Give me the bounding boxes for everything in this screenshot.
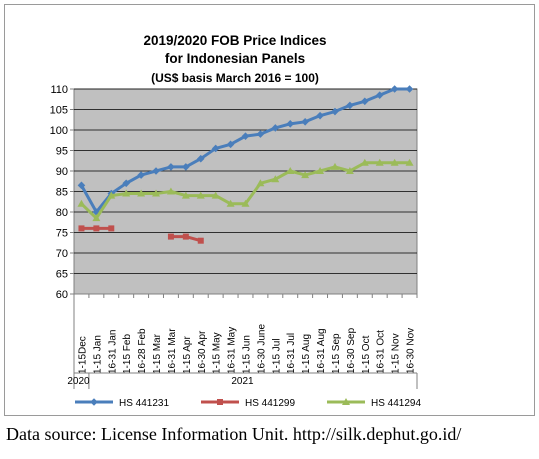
x-tick-label: 16-31 May bbox=[227, 327, 238, 374]
year-label: 2020 bbox=[67, 376, 90, 387]
data-point-hs-441294 bbox=[360, 158, 369, 166]
data-point-hs-441231 bbox=[346, 101, 354, 110]
y-tick-label: 60 bbox=[56, 289, 68, 301]
data-point-hs-441231 bbox=[226, 140, 235, 149]
x-tick-label: 16-31 Jul bbox=[286, 333, 297, 374]
data-point-hs-441299 bbox=[182, 233, 189, 240]
data-point-hs-441299 bbox=[93, 225, 100, 232]
x-tick-label: 1-15 Sep bbox=[331, 333, 342, 374]
data-point-hs-441231 bbox=[286, 120, 295, 128]
data-point-hs-441294 bbox=[390, 158, 399, 166]
data-point-hs-441294 bbox=[256, 179, 265, 187]
data-point-hs-441294 bbox=[345, 167, 354, 174]
data-point-hs-441231 bbox=[152, 167, 160, 175]
y-tick-label: 105 bbox=[50, 105, 68, 117]
data-point-hs-441231 bbox=[301, 118, 309, 126]
x-tick-label: 1-15 Jul bbox=[271, 338, 282, 374]
data-point-hs-441294 bbox=[286, 167, 295, 174]
data-point-hs-441231 bbox=[196, 154, 205, 163]
x-tick-label: 1-15 Apr bbox=[182, 336, 193, 374]
data-point-hs-441294 bbox=[211, 191, 220, 199]
data-point-hs-441294 bbox=[196, 191, 205, 199]
data-point-hs-441294 bbox=[241, 199, 250, 207]
x-tick-label: 16-31 Aug bbox=[316, 328, 327, 374]
chart-basis-note: (US$ basis March 2016 = 100) bbox=[151, 71, 319, 85]
data-point-hs-441294 bbox=[152, 189, 161, 197]
x-tick-label: 16-31 Jan bbox=[107, 330, 118, 374]
data-point-hs-441294 bbox=[301, 171, 310, 179]
data-source-note: Data source: License Information Unit. h… bbox=[6, 424, 462, 444]
data-point-hs-441294 bbox=[226, 199, 235, 207]
x-tick-label: 16-28 Feb bbox=[137, 328, 148, 374]
legend-label-hs-441294: HS 441294 bbox=[371, 398, 421, 409]
data-point-hs-441294 bbox=[405, 158, 414, 166]
data-point-hs-441294 bbox=[166, 187, 175, 195]
x-tick-label: 1-15 Jun bbox=[242, 335, 253, 374]
data-point-hs-441231 bbox=[122, 179, 130, 188]
y-tick-label: 65 bbox=[56, 269, 68, 281]
data-point-hs-441299 bbox=[197, 237, 204, 244]
y-tick-label: 95 bbox=[56, 146, 68, 158]
x-tick-label: 1-15Dec bbox=[77, 336, 88, 374]
x-tick-label: 16-31 Mar bbox=[167, 328, 178, 374]
legend-marker-hs-441231 bbox=[90, 398, 98, 406]
x-tick-label: 16-30 Sep bbox=[346, 327, 357, 374]
data-point-hs-441231 bbox=[182, 163, 190, 171]
x-tick-label: 16-31 Oct bbox=[376, 330, 387, 374]
data-point-hs-441231 bbox=[137, 171, 145, 179]
legend-label-hs-441299: HS 441299 bbox=[245, 398, 295, 409]
data-point-hs-441294 bbox=[122, 189, 131, 197]
data-point-hs-441231 bbox=[167, 163, 175, 171]
y-tick-label: 85 bbox=[56, 187, 68, 199]
data-point-hs-441294 bbox=[316, 167, 325, 174]
data-point-hs-441231 bbox=[211, 144, 220, 153]
data-point-hs-441231 bbox=[390, 85, 399, 93]
x-tick-label: 16-30 Apr bbox=[197, 330, 208, 374]
legend-marker-hs-441299 bbox=[217, 399, 223, 405]
data-point-hs-441231 bbox=[316, 111, 324, 120]
y-tick-label: 100 bbox=[50, 125, 68, 137]
y-tick-label: 75 bbox=[56, 228, 68, 240]
chart-frame: 2019/2020 FOB Price Indices for Indonesi… bbox=[4, 4, 535, 416]
data-point-hs-441294 bbox=[77, 199, 86, 207]
x-tick-label: 1-15 Oct bbox=[361, 335, 372, 374]
x-tick-label: 1-15 Aug bbox=[301, 334, 312, 374]
x-tick-label: 1-15 Nov bbox=[391, 333, 402, 374]
data-point-hs-441294 bbox=[181, 191, 190, 199]
data-point-hs-441231 bbox=[331, 107, 339, 116]
x-tick-label: 1-15 Jan bbox=[92, 335, 103, 374]
data-point-hs-441231 bbox=[375, 91, 384, 99]
chart-svg: 2019/2020 FOB Price Indices for Indonesi… bbox=[50, 33, 422, 409]
data-point-hs-441294 bbox=[330, 162, 339, 170]
x-tick-label: 16-30 Nov bbox=[406, 328, 417, 374]
data-point-hs-441294 bbox=[107, 191, 116, 199]
y-tick-label: 80 bbox=[56, 207, 68, 219]
y-tick-label: 70 bbox=[56, 248, 68, 260]
data-point-hs-441231 bbox=[77, 181, 86, 190]
data-point-hs-441294 bbox=[271, 175, 280, 183]
x-tick-label: 16-30 June bbox=[256, 324, 267, 374]
data-point-hs-441231 bbox=[405, 85, 414, 93]
plot-layer: 60 65 70 75 80 85 90 95 100 105 110 1-15Dec 1-15 Jan… bbox=[50, 84, 422, 409]
legend-marker-hs-441294 bbox=[342, 398, 350, 405]
data-point-hs-441231 bbox=[361, 97, 369, 106]
data-point-hs-441299 bbox=[78, 225, 85, 232]
chart-subtitle: for Indonesian Panels bbox=[165, 51, 305, 66]
x-tick-label: 1-15 Mar bbox=[152, 333, 163, 374]
data-point-hs-441299 bbox=[167, 233, 174, 240]
legend-label-hs-441231: HS 441231 bbox=[119, 398, 169, 409]
data-point-hs-441294 bbox=[92, 214, 101, 222]
data-point-hs-441299 bbox=[108, 225, 115, 232]
x-tick-label: 1-15 Feb bbox=[122, 334, 133, 374]
data-point-hs-441231 bbox=[256, 130, 265, 138]
y-tick-label: 110 bbox=[50, 84, 68, 96]
year-label: 2021 bbox=[231, 376, 254, 387]
x-tick-label: 1-15 May bbox=[212, 332, 223, 374]
data-point-hs-441294 bbox=[375, 158, 384, 166]
data-point-hs-441231 bbox=[241, 132, 250, 140]
chart-title: 2019/2020 FOB Price Indices bbox=[143, 33, 326, 48]
y-tick-label: 90 bbox=[56, 166, 68, 178]
data-point-hs-441294 bbox=[137, 189, 146, 197]
